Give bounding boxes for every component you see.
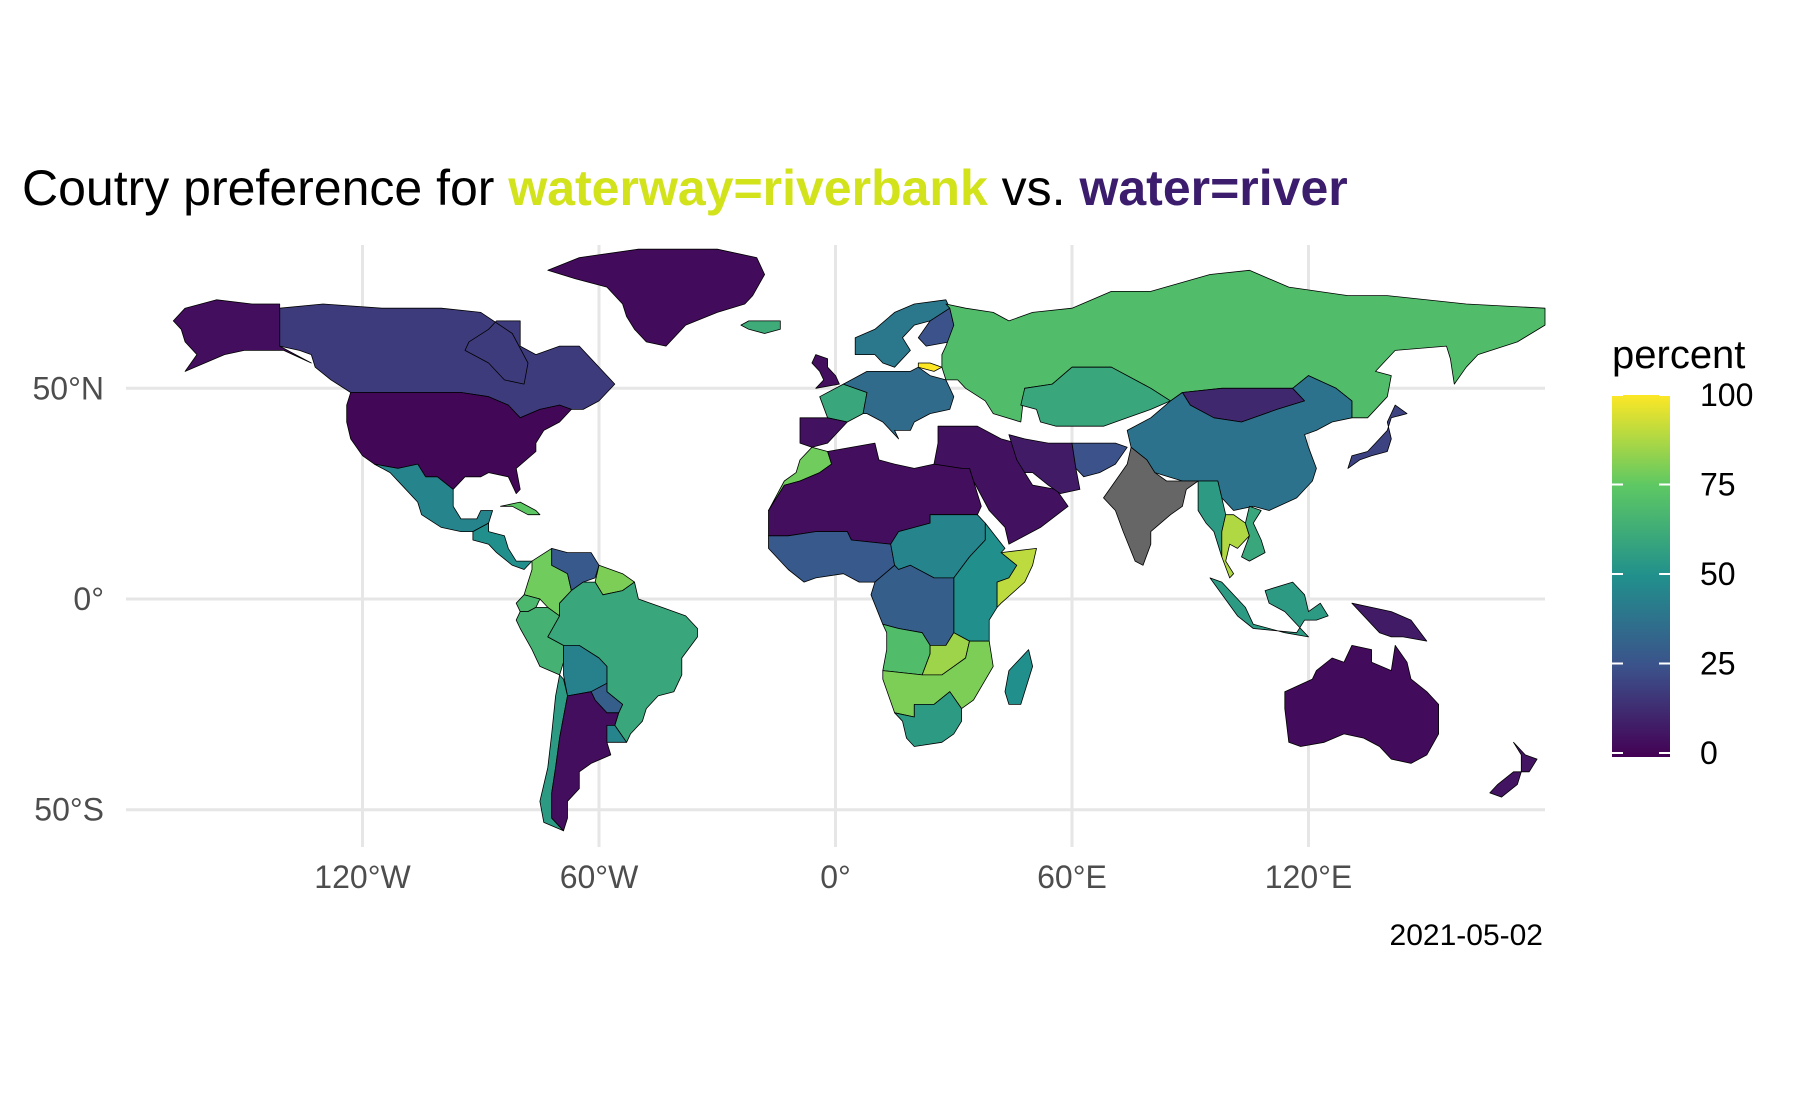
region-argentina xyxy=(551,691,620,832)
region-kazakhstan xyxy=(1020,366,1171,427)
region-greenland xyxy=(547,248,765,347)
x-tick-label: 120°W xyxy=(314,859,411,895)
region-papua-new-guinea xyxy=(1351,602,1428,642)
region-madagascar xyxy=(1004,649,1033,705)
region-new-zealand xyxy=(1489,741,1538,798)
region-iberia xyxy=(799,417,848,448)
legend-label: 100 xyxy=(1700,377,1753,413)
legend-label: 75 xyxy=(1700,467,1736,503)
y-tick-label: 50°N xyxy=(33,370,105,406)
x-tick-label: 60°W xyxy=(560,859,639,895)
y-axis-ticks: 50°N 0° 50°S xyxy=(33,370,105,827)
region-alaska xyxy=(172,299,312,372)
x-tick-label: 120°E xyxy=(1265,859,1353,895)
region-india xyxy=(1103,446,1199,566)
region-iran xyxy=(1008,434,1081,494)
region-mexico xyxy=(373,463,493,532)
region-central-europe xyxy=(843,366,955,440)
region-cuba xyxy=(500,501,541,516)
region-somalia xyxy=(996,548,1037,608)
region-venezuela xyxy=(551,548,600,591)
region-russia xyxy=(941,269,1546,423)
region-central-america xyxy=(472,522,533,570)
y-tick-label: 50°S xyxy=(34,792,104,828)
region-west-africa xyxy=(768,531,895,583)
x-tick-label: 60°E xyxy=(1037,859,1107,895)
region-united-states xyxy=(346,392,572,494)
legend-label: 50 xyxy=(1700,556,1736,592)
region-south-africa xyxy=(894,691,962,747)
region-southeast-asia xyxy=(1241,505,1266,562)
title-middle: vs. xyxy=(988,160,1080,216)
title-highlight-river: water=river xyxy=(1078,160,1347,216)
legend-colorbar xyxy=(1612,395,1670,757)
color-legend: percent 100 75 50 25 0 xyxy=(1612,333,1753,771)
region-indonesia xyxy=(1209,577,1329,638)
title-highlight-riverbank: waterway=riverbank xyxy=(507,160,988,216)
country-regions xyxy=(172,248,1546,832)
region-iceland xyxy=(740,320,781,334)
title-prefix: Coutry preference for xyxy=(22,160,508,216)
region-japan xyxy=(1347,404,1408,469)
y-tick-label: 0° xyxy=(73,581,104,617)
legend-label: 25 xyxy=(1700,646,1736,682)
region-australia xyxy=(1284,645,1439,764)
x-tick-label: 0° xyxy=(820,859,851,895)
region-thailand xyxy=(1221,514,1250,579)
chart-title: Coutry preference for waterway=riverbank… xyxy=(22,160,1348,216)
region-united-kingdom xyxy=(811,354,840,389)
region-afghanistan xyxy=(1071,442,1128,478)
x-axis-ticks: 120°W 60°W 0° 60°E 120°E xyxy=(314,859,1352,895)
region-lithuania xyxy=(917,362,943,372)
region-uruguay xyxy=(606,725,627,743)
chart-caption: 2021-05-02 xyxy=(1390,919,1543,952)
legend-title: percent xyxy=(1612,333,1745,377)
legend-label: 0 xyxy=(1700,735,1718,771)
